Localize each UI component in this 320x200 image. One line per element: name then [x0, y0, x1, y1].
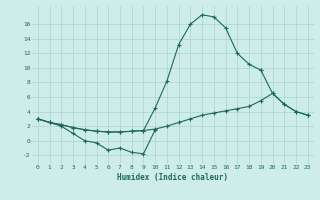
- X-axis label: Humidex (Indice chaleur): Humidex (Indice chaleur): [117, 173, 228, 182]
